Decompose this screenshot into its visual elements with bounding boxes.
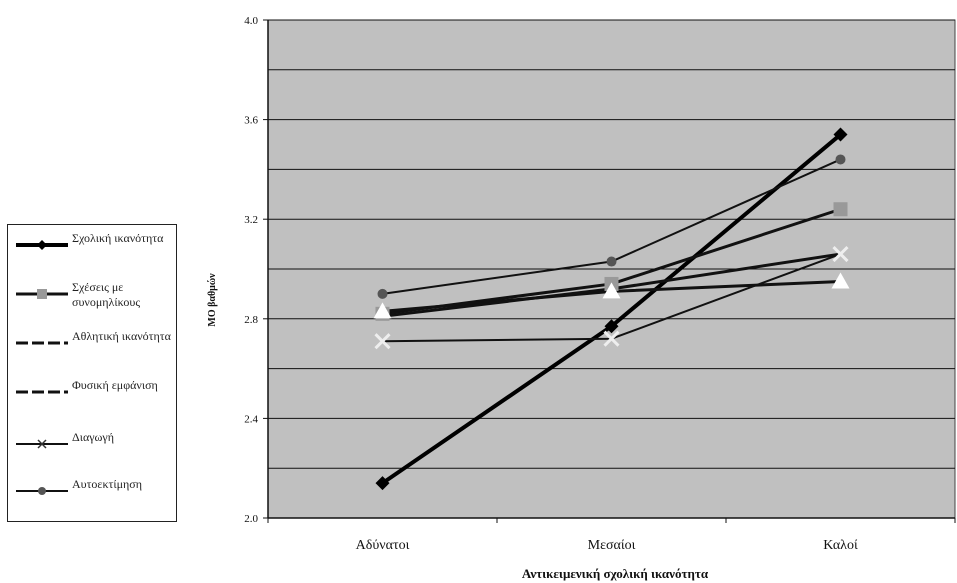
y-tick-label: 3.6: [244, 115, 258, 127]
legend-swatch: [16, 240, 68, 250]
legend-label: Σχέσεις με συνομηλίκους: [72, 280, 141, 309]
data-point-series-5: [374, 333, 391, 350]
data-point-series-3: [602, 282, 621, 299]
y-tick-label: 2.0: [244, 513, 258, 525]
x-tick-label: Καλοί: [823, 538, 858, 553]
legend-item-school-competence: Σχολική ικανότητα: [8, 231, 178, 271]
legend-label: Αθλητική ικανότητα: [72, 329, 171, 343]
y-tick-label: 2.8: [244, 314, 258, 326]
legend-swatch: [16, 439, 68, 449]
legend-item-athletic-competence: Αθλητική ικανότητα: [8, 329, 178, 369]
legend-item-peer-relations: Σχέσεις με συνομηλίκους: [8, 280, 178, 320]
data-point-series-5: [603, 330, 620, 347]
legend-item-self-esteem: Αυτοεκτίμηση: [8, 477, 178, 517]
data-point-series-2: [833, 202, 848, 217]
x-axis-title: Αντικειμενική σχολική ικανότητα: [522, 566, 709, 581]
legend-swatch: [16, 341, 68, 345]
data-point-series-1: [375, 476, 390, 491]
legend-label: Διαγωγή: [72, 430, 115, 444]
y-tick-label: 2.4: [244, 413, 258, 425]
data-point-series-1: [833, 127, 848, 142]
chart-legend: Σχολική ικανότητα Σχέσεις με συνομηλίκου…: [7, 224, 177, 522]
legend-label: Σχολική ικανότητα: [72, 231, 164, 245]
data-point-series-5: [832, 245, 849, 263]
data-point-series-6: [377, 288, 388, 299]
data-point-series-1: [604, 319, 619, 334]
legend-swatch: [16, 390, 68, 394]
legend-item-physical-appearance: Φυσική εμφάνιση: [8, 378, 178, 418]
y-tick-label: 4.0: [244, 15, 258, 27]
legend-item-behavior: Διαγωγή: [8, 430, 178, 470]
legend-swatch: [16, 487, 68, 495]
y-tick-label: 3.2: [244, 214, 258, 226]
data-point-series-6: [835, 154, 846, 165]
legend-label: Φυσική εμφάνιση: [72, 378, 158, 392]
data-point-series-6: [606, 256, 617, 267]
x-tick-label: Μεσαίοι: [588, 538, 636, 553]
x-tick-label: Αδύνατοι: [356, 538, 410, 553]
data-point-series-3: [831, 272, 850, 289]
data-point-series-3: [373, 302, 392, 319]
legend-swatch: [16, 289, 68, 299]
legend-label: Αυτοεκτίμηση: [72, 477, 143, 491]
y-axis-title: ΜΟ βαθμών: [207, 273, 218, 327]
